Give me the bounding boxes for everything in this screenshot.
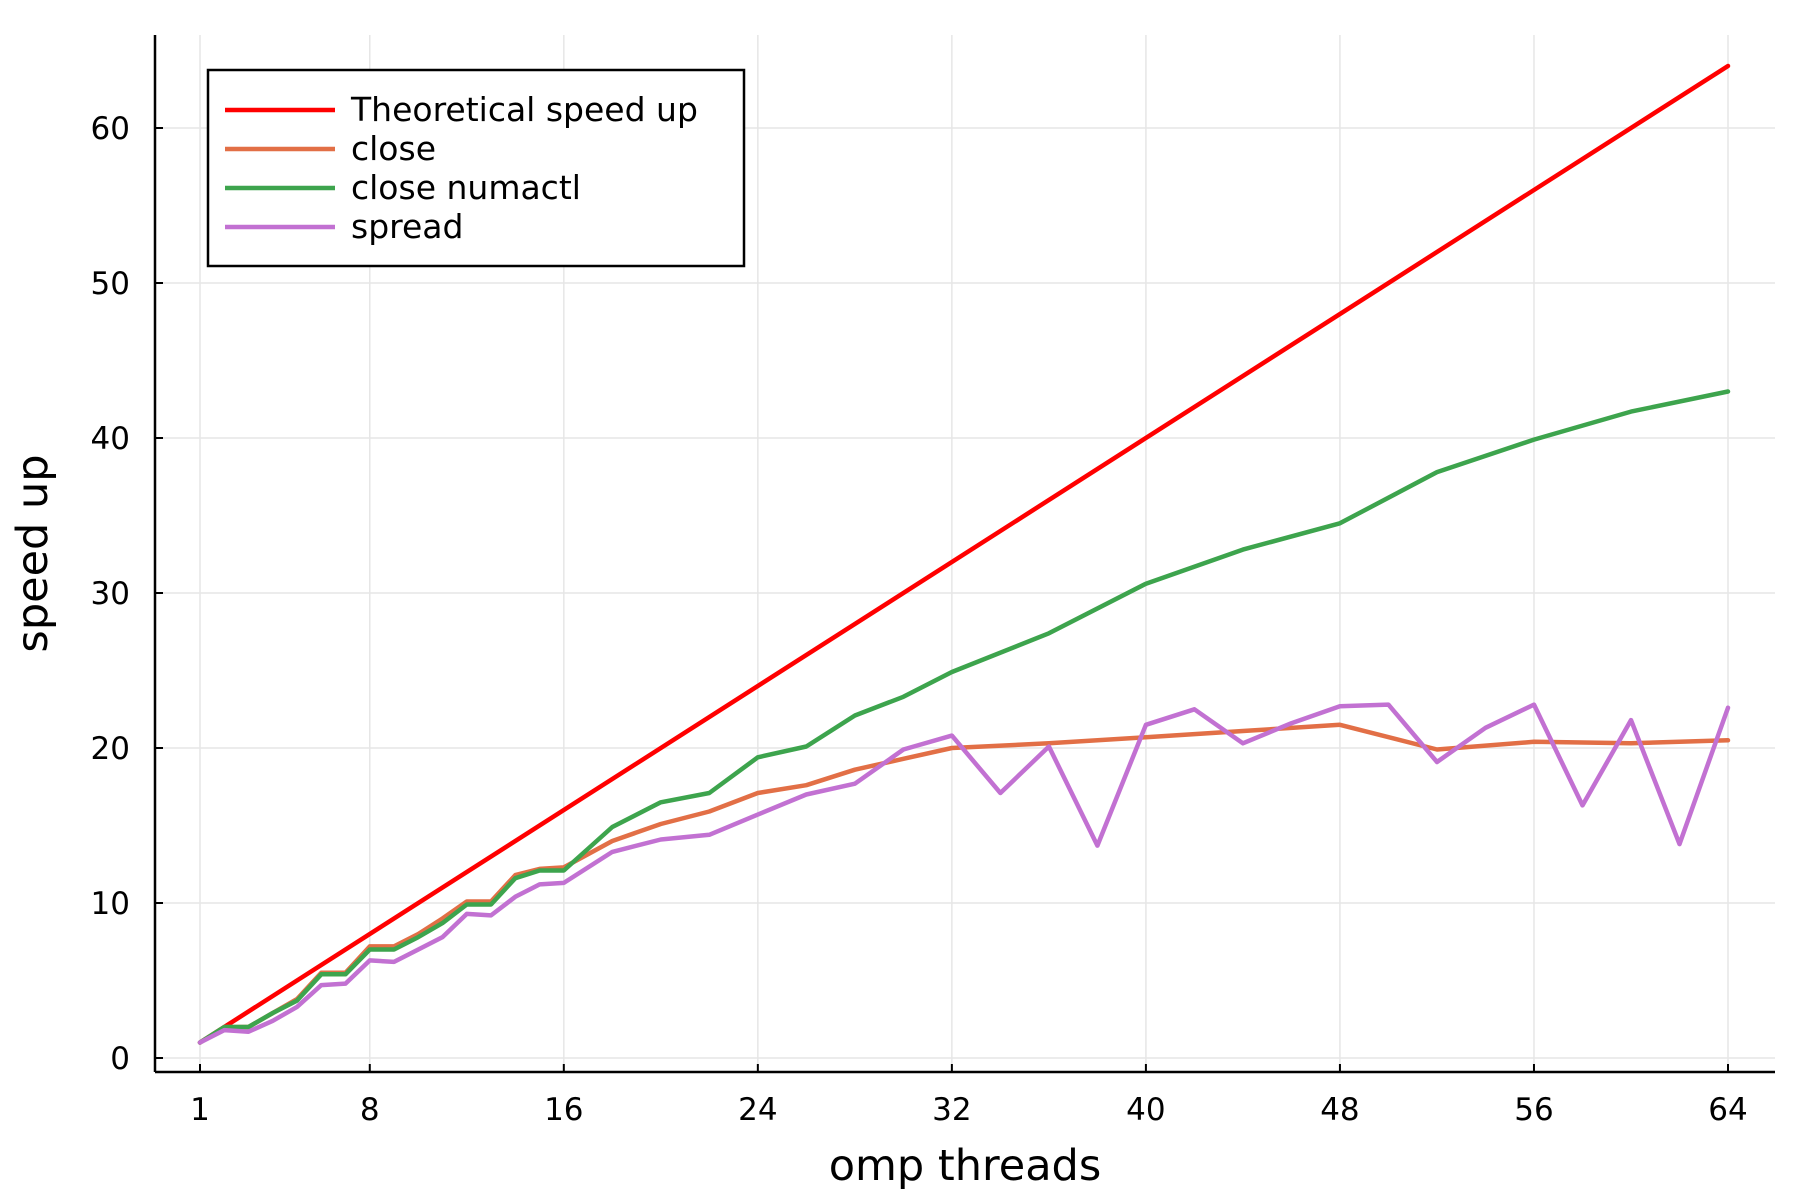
series-spread <box>197 702 1731 1045</box>
y-tick-label: 60 <box>91 111 130 147</box>
y-tick-label: 40 <box>91 421 130 457</box>
y-axis-label: speed up <box>8 454 58 652</box>
legend-label: close numactl <box>351 168 581 207</box>
series-line <box>197 63 1731 1045</box>
x-tick-label: 48 <box>1320 1092 1359 1128</box>
legend-label: close <box>351 129 436 168</box>
x-tick-label: 32 <box>932 1092 971 1128</box>
y-tick-label: 0 <box>110 1041 130 1077</box>
series-line <box>197 702 1731 1045</box>
y-tick-label: 10 <box>91 886 130 922</box>
series-line <box>197 389 1731 1045</box>
legend-item: close <box>225 129 436 168</box>
series-close-numactl <box>197 389 1731 1045</box>
y-tick-label: 20 <box>91 731 130 767</box>
legend-item: Theoretical speed up <box>225 90 698 129</box>
x-tick-label: 40 <box>1126 1092 1165 1128</box>
legend-box <box>206 68 746 268</box>
y-tick-label: 50 <box>91 266 130 302</box>
x-axis-label: omp threads <box>829 1141 1102 1191</box>
y-tick-label: 30 <box>91 576 130 612</box>
legend-item: close numactl <box>225 168 581 207</box>
axes <box>153 35 1775 1074</box>
legend-item: spread <box>225 207 463 246</box>
x-tick-label: 16 <box>544 1092 583 1128</box>
legend-label: Theoretical speed up <box>350 90 698 129</box>
legend-label: spread <box>351 207 463 246</box>
ticks: 1 8 16 24 32 40 48 56 64 0 10 20 30 40 50 60 <box>91 111 1748 1128</box>
x-tick-label: 8 <box>360 1092 380 1128</box>
series-lines <box>197 63 1731 1045</box>
x-tick-label: 64 <box>1708 1092 1747 1128</box>
x-tick-label: 56 <box>1514 1092 1553 1128</box>
x-tick-label: 1 <box>190 1092 210 1128</box>
x-tick-label: 24 <box>738 1092 777 1128</box>
